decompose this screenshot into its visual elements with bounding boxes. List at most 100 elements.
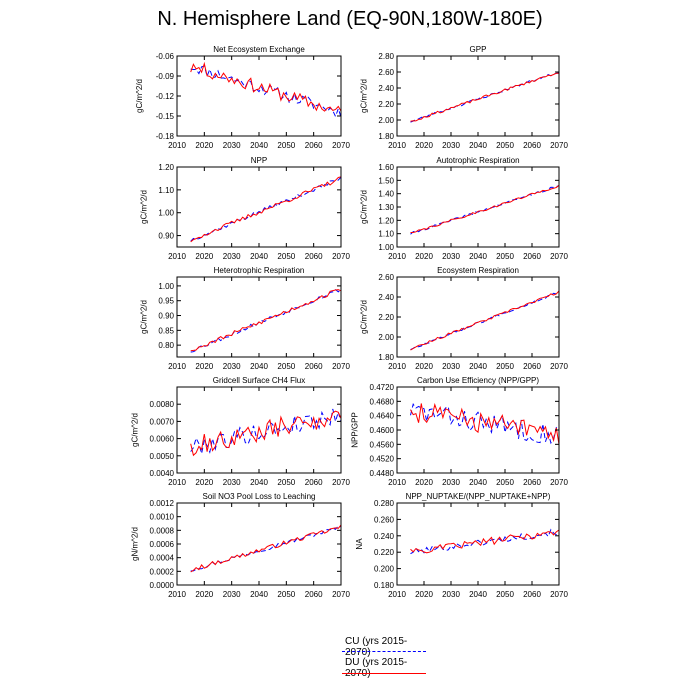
- series-du-line: [410, 184, 560, 233]
- y-tick-label: -0.09: [156, 72, 175, 81]
- x-tick-label: 2030: [442, 590, 460, 599]
- y-tick-label: 1.30: [378, 203, 394, 212]
- x-tick-label: 2020: [415, 590, 433, 599]
- x-tick-label: 2030: [223, 590, 241, 599]
- panel-title: Gridcell Surface CH4 Flux: [213, 376, 305, 385]
- x-tick-label: 2040: [469, 141, 487, 150]
- y-tick-label: 1.10: [378, 230, 394, 239]
- y-tick-label: 0.4520: [370, 455, 395, 464]
- x-tick-label: 2060: [305, 590, 323, 599]
- x-tick-label: 2070: [332, 362, 350, 371]
- y-tick-label: 2.00: [378, 116, 394, 125]
- x-tick-label: 2010: [168, 252, 186, 261]
- x-tick-label: 2040: [250, 141, 268, 150]
- x-tick-label: 2050: [277, 590, 295, 599]
- y-tick-label: 1.80: [378, 353, 394, 362]
- x-tick-label: 2060: [305, 478, 323, 487]
- x-tick-label: 2060: [523, 478, 541, 487]
- x-tick-label: 2060: [305, 252, 323, 261]
- y-tick-label: 0.180: [374, 581, 395, 590]
- legend-label-du: DU (yrs 2015-2070): [345, 657, 408, 679]
- plot-frame: [176, 276, 342, 358]
- series-du-line: [410, 72, 559, 122]
- x-tick-label: 2070: [550, 141, 568, 150]
- x-tick-label: 2040: [250, 362, 268, 371]
- x-tick-label: 2070: [332, 141, 350, 150]
- plot-frame: [396, 166, 560, 248]
- y-tick-label: 0.4560: [370, 440, 395, 449]
- series-du-line: [190, 524, 342, 573]
- x-tick-label: 2060: [523, 252, 541, 261]
- y-tick-label: 0.200: [374, 565, 395, 574]
- y-axis-label: NPP/GPP: [350, 412, 359, 448]
- x-tick-label: 2060: [523, 362, 541, 371]
- panel-5: 2010 2020 2030 2040 2050 2060 2070 0.80 0.85 0.90…: [140, 266, 351, 371]
- legend: CU (yrs 2015-2070) DU (yrs 2015-2070): [342, 636, 432, 686]
- series-du-line: [190, 289, 342, 352]
- x-tick-label: 2030: [223, 478, 241, 487]
- y-tick-label: 1.00: [378, 243, 394, 252]
- panel-6: 2010 2020 2030 2040 2050 2060 2070 1.80 2.00 2.20…: [360, 266, 569, 371]
- x-tick-label: 2010: [388, 252, 406, 261]
- x-tick-label: 2020: [415, 362, 433, 371]
- y-tick-label: 0.4640: [370, 412, 395, 421]
- panel-4: 2010 2020 2030 2040 2050 2060 2070 1.00 1.10 1.20…: [360, 156, 569, 261]
- panel-10: 2010 2020 2030 2040 2050 2060 2070 0.180 0.200 0.…: [355, 492, 568, 599]
- x-tick-label: 2010: [168, 362, 186, 371]
- y-tick-label: 0.0000: [150, 581, 175, 590]
- plot-frame: [396, 502, 560, 586]
- x-tick-label: 2010: [388, 478, 406, 487]
- x-tick-label: 2060: [523, 141, 541, 150]
- y-tick-label: 0.4480: [370, 469, 395, 478]
- y-tick-label: 0.280: [374, 499, 395, 508]
- y-tick-label: 0.0008: [150, 526, 175, 535]
- x-tick-label: 2030: [223, 362, 241, 371]
- series-cu-line: [190, 288, 342, 353]
- x-tick-label: 2020: [415, 478, 433, 487]
- series-du-line: [190, 410, 342, 457]
- panel-8: 2010 2020 2030 2040 2050 2060 2070 0.4480 0.4520…: [350, 376, 568, 487]
- y-tick-label: 2.00: [378, 333, 394, 342]
- y-axis-label: NA: [355, 538, 364, 550]
- x-tick-label: 2060: [523, 590, 541, 599]
- x-tick-label: 2050: [496, 362, 514, 371]
- series-du-line: [190, 61, 342, 112]
- series-cu-line: [410, 185, 560, 235]
- series-cu-line: [190, 65, 342, 118]
- x-tick-label: 2030: [442, 252, 460, 261]
- legend-line-cu: [342, 651, 426, 652]
- x-tick-label: 2070: [550, 252, 568, 261]
- plot-frame: [176, 166, 342, 248]
- panel-title: GPP: [470, 45, 487, 54]
- x-tick-label: 2030: [223, 252, 241, 261]
- x-tick-label: 2050: [277, 141, 295, 150]
- y-tick-label: 1.00: [158, 282, 174, 291]
- y-tick-label: 0.95: [158, 297, 174, 306]
- x-tick-label: 2020: [195, 252, 213, 261]
- panel-title: Net Ecosystem Exchange: [213, 45, 305, 54]
- y-tick-label: 0.0010: [150, 513, 175, 522]
- x-tick-label: 2070: [550, 590, 568, 599]
- y-axis-label: gC/m^2/d: [130, 413, 139, 447]
- legend-label-cu: CU (yrs 2015-2070): [345, 636, 408, 658]
- y-tick-label: 0.90: [158, 232, 174, 241]
- y-tick-label: 2.20: [378, 100, 394, 109]
- y-tick-label: 0.0080: [150, 400, 175, 409]
- x-tick-label: 2060: [305, 362, 323, 371]
- x-tick-label: 2070: [332, 478, 350, 487]
- y-tick-label: 1.20: [158, 163, 174, 172]
- figure-title: N. Hemisphere Land (EQ-90N,180W-180E): [157, 8, 543, 30]
- y-tick-label: 1.20: [378, 216, 394, 225]
- x-tick-label: 2010: [388, 590, 406, 599]
- x-tick-label: 2030: [442, 362, 460, 371]
- x-tick-label: 2040: [250, 252, 268, 261]
- x-tick-label: 2050: [277, 252, 295, 261]
- y-tick-label: 1.40: [378, 190, 394, 199]
- y-tick-label: 1.00: [158, 209, 174, 218]
- panel-title: Soil NO3 Pool Loss to Leaching: [203, 492, 316, 501]
- y-tick-label: 2.40: [378, 293, 394, 302]
- y-tick-label: 1.10: [158, 186, 174, 195]
- y-tick-label: 0.0040: [150, 469, 175, 478]
- x-tick-label: 2040: [469, 590, 487, 599]
- y-tick-label: -0.06: [156, 52, 175, 61]
